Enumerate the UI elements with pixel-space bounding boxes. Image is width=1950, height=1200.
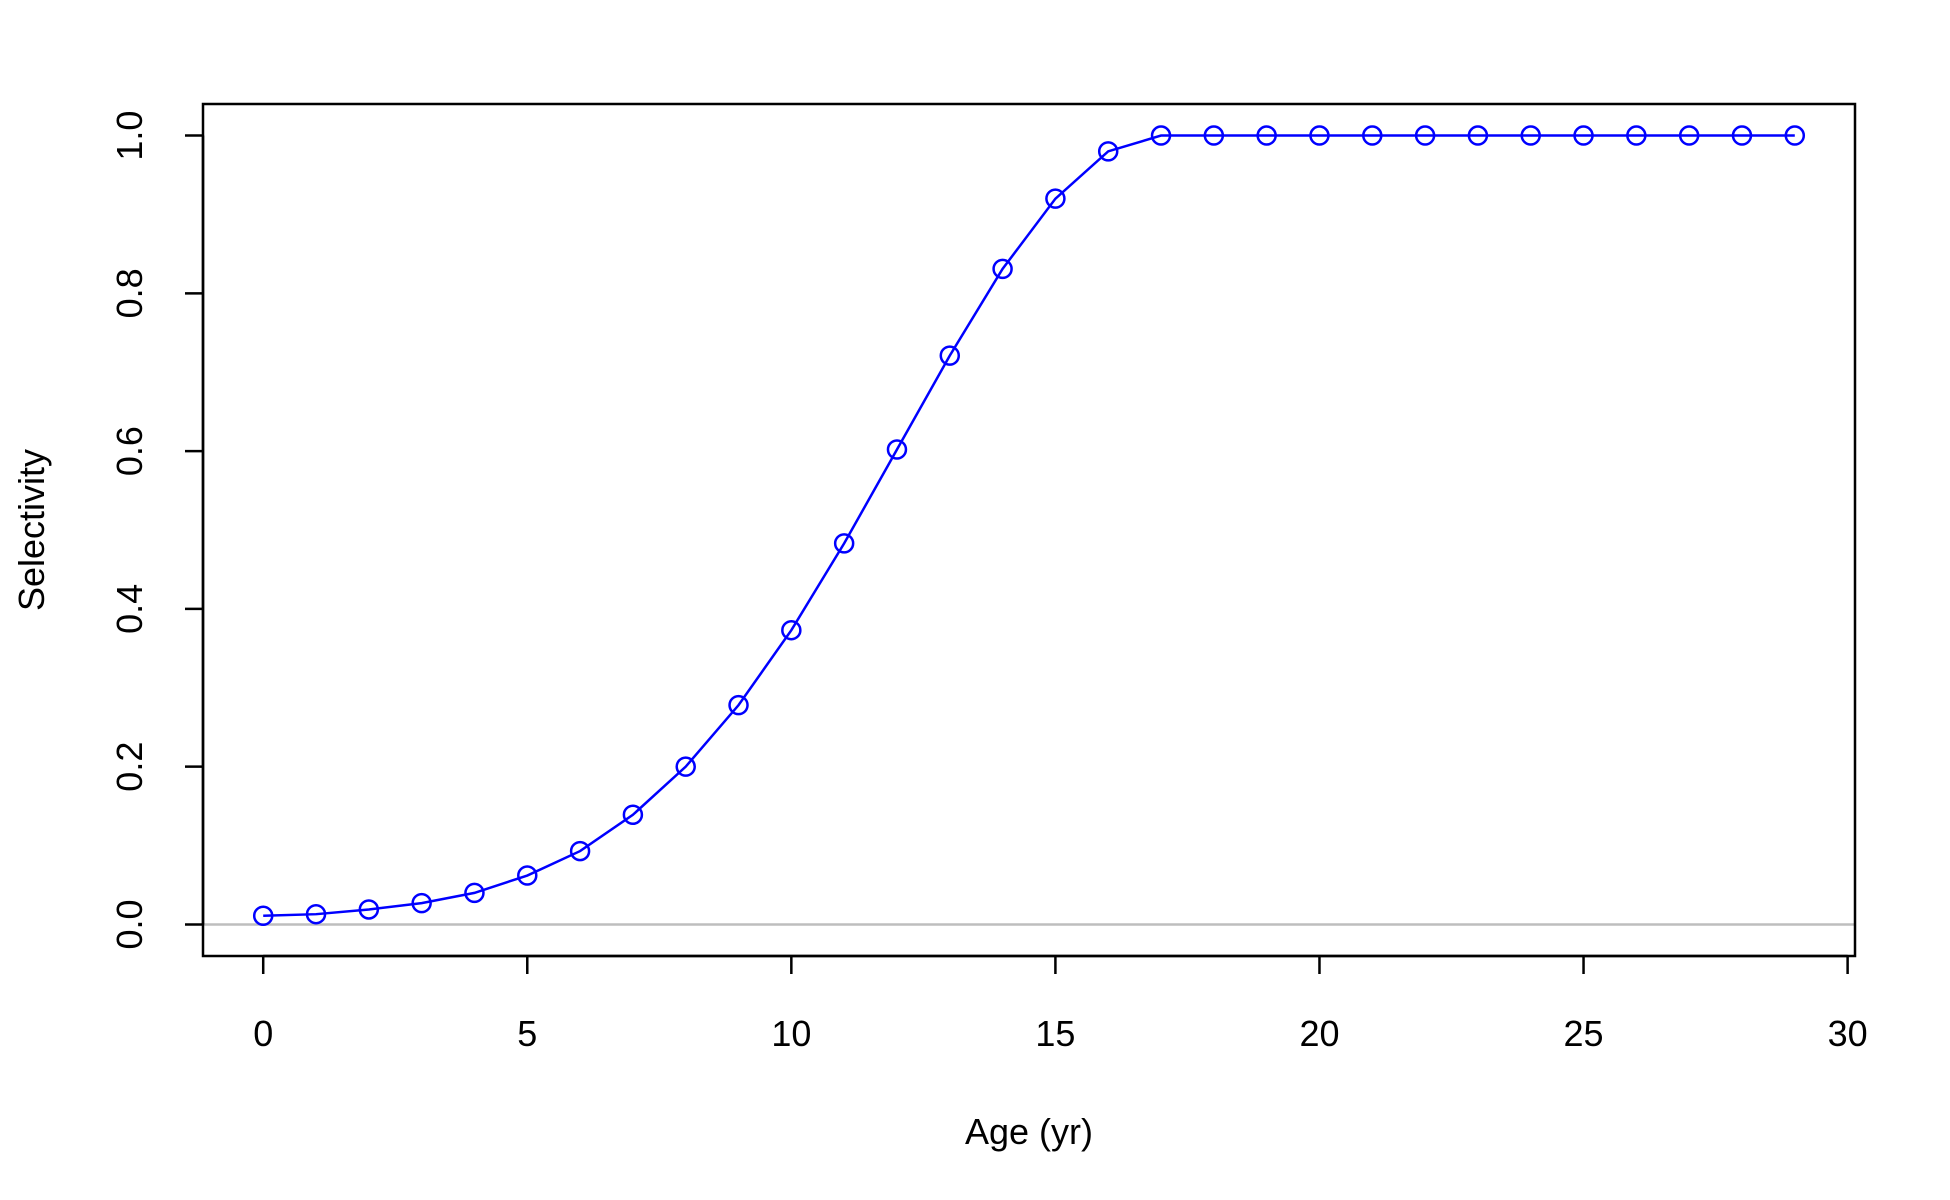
data-point: [728, 694, 749, 716]
data-point: [1309, 125, 1330, 146]
data-point: [622, 804, 644, 826]
x-tick-label: 15: [1035, 1013, 1075, 1054]
data-point: [1414, 125, 1436, 146]
data-point: [781, 619, 802, 641]
x-tick-label: 20: [1299, 1013, 1339, 1054]
x-tick-label: 5: [517, 1013, 537, 1054]
data-point: [1573, 125, 1594, 146]
data-point: [1362, 125, 1383, 146]
data-point: [305, 903, 327, 925]
data-point: [517, 865, 538, 886]
data-point: [569, 840, 591, 862]
data-point: [939, 345, 961, 366]
y-tick-label: 0.8: [109, 268, 150, 318]
data-point: [1520, 125, 1541, 146]
data-point: [411, 892, 432, 914]
series-layer: [252, 125, 1806, 927]
y-tick-label: 1.0: [109, 111, 150, 161]
data-point: [992, 258, 1013, 280]
data-point: [1467, 125, 1489, 146]
x-axis: 0 5 10 15 20 25 30: [253, 954, 1868, 1054]
y-tick-label: 0.4: [109, 584, 150, 634]
y-axis: 0.0 0.2 0.4 0.6 0.8 1.0: [109, 111, 205, 949]
data-point: [1626, 125, 1647, 146]
data-point: [1784, 125, 1806, 146]
data-point: [1203, 125, 1225, 146]
x-tick-label: 10: [771, 1013, 811, 1054]
x-axis-title: Age (yr): [965, 1111, 1093, 1152]
data-point: [1731, 125, 1753, 146]
data-point: [675, 756, 696, 777]
data-point: [1097, 141, 1119, 162]
data-point: [252, 905, 274, 927]
data-point: [833, 533, 855, 554]
y-tick-label: 0.6: [109, 426, 150, 476]
x-tick-label: 0: [253, 1013, 273, 1054]
data-point: [358, 899, 380, 920]
data-point: [464, 882, 485, 904]
data-point: [1256, 125, 1277, 146]
y-tick-label: 0.2: [109, 742, 150, 792]
data-point: [1045, 188, 1066, 209]
data-point: [886, 439, 908, 460]
x-tick-label: 25: [1564, 1013, 1604, 1054]
y-tick-label: 0.0: [109, 899, 150, 949]
y-axis-title: Selectivity: [11, 449, 52, 611]
data-point: [1678, 125, 1700, 146]
x-tick-label: 30: [1828, 1013, 1868, 1054]
data-point: [1150, 125, 1172, 146]
